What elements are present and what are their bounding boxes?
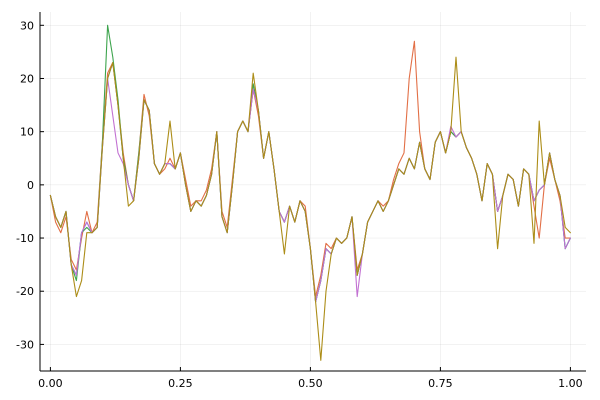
y-tick-label-4: 10 [20,126,34,139]
y-tick-label-6: 30 [20,19,34,32]
grid [40,12,586,371]
y-tick-labels: -30 -20 -10 0 10 20 30 [16,19,34,351]
series-line-5 [49,56,571,361]
y-tick-label-5: 20 [20,72,34,85]
y-tick-label-2: -10 [16,232,34,245]
x-tick-label-4: 1.00 [558,377,583,390]
axes [39,12,586,372]
x-tick-labels: 0.00 0.25 0.50 0.75 1.00 [38,377,583,390]
x-tick-label-1: 0.25 [168,377,193,390]
x-tick-label-3: 0.75 [428,377,453,390]
series-layer [49,24,571,361]
x-tick-label-0: 0.00 [38,377,63,390]
y-tick-label-3: 0 [27,179,34,192]
x-tick-label-2: 0.50 [298,377,323,390]
y-tick-label-0: -30 [16,338,34,351]
y-tick-label-1: -20 [16,285,34,298]
